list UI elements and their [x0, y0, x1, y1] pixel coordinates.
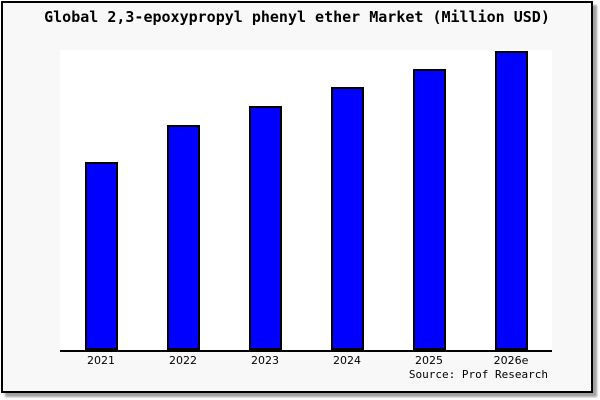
x-tick-2022: 2022	[169, 354, 197, 367]
bar-2024	[330, 86, 364, 350]
x-tick-row: 2021 2022 2023 2024 2025 2026e	[60, 354, 552, 368]
x-axis-line	[60, 350, 552, 352]
bar-slot-2026e	[470, 50, 552, 350]
x-tick-2025: 2025	[415, 354, 443, 367]
bar-slot-2024	[306, 50, 388, 350]
bar-slot-2025	[388, 50, 470, 350]
chart-frame: Global 2,3-epoxypropyl phenyl ether Mark…	[1, 1, 593, 393]
bar-slot-2023	[224, 50, 306, 350]
bar-2026e	[494, 50, 528, 350]
bar-2022	[166, 125, 200, 350]
bar-slot-2022	[142, 50, 224, 350]
plot-area	[60, 50, 552, 350]
source-credit: Source: Prof Research	[408, 368, 548, 381]
bar-2025	[412, 68, 446, 350]
x-tick-2024: 2024	[333, 354, 361, 367]
bar-2023	[248, 106, 282, 350]
x-tick-2023: 2023	[251, 354, 279, 367]
bar-2021	[84, 161, 118, 350]
chart-title: Global 2,3-epoxypropyl phenyl ether Mark…	[44, 8, 550, 26]
x-tick-2026e: 2026e	[493, 354, 529, 367]
x-tick-2021: 2021	[87, 354, 115, 367]
bar-slot-2021	[60, 50, 142, 350]
